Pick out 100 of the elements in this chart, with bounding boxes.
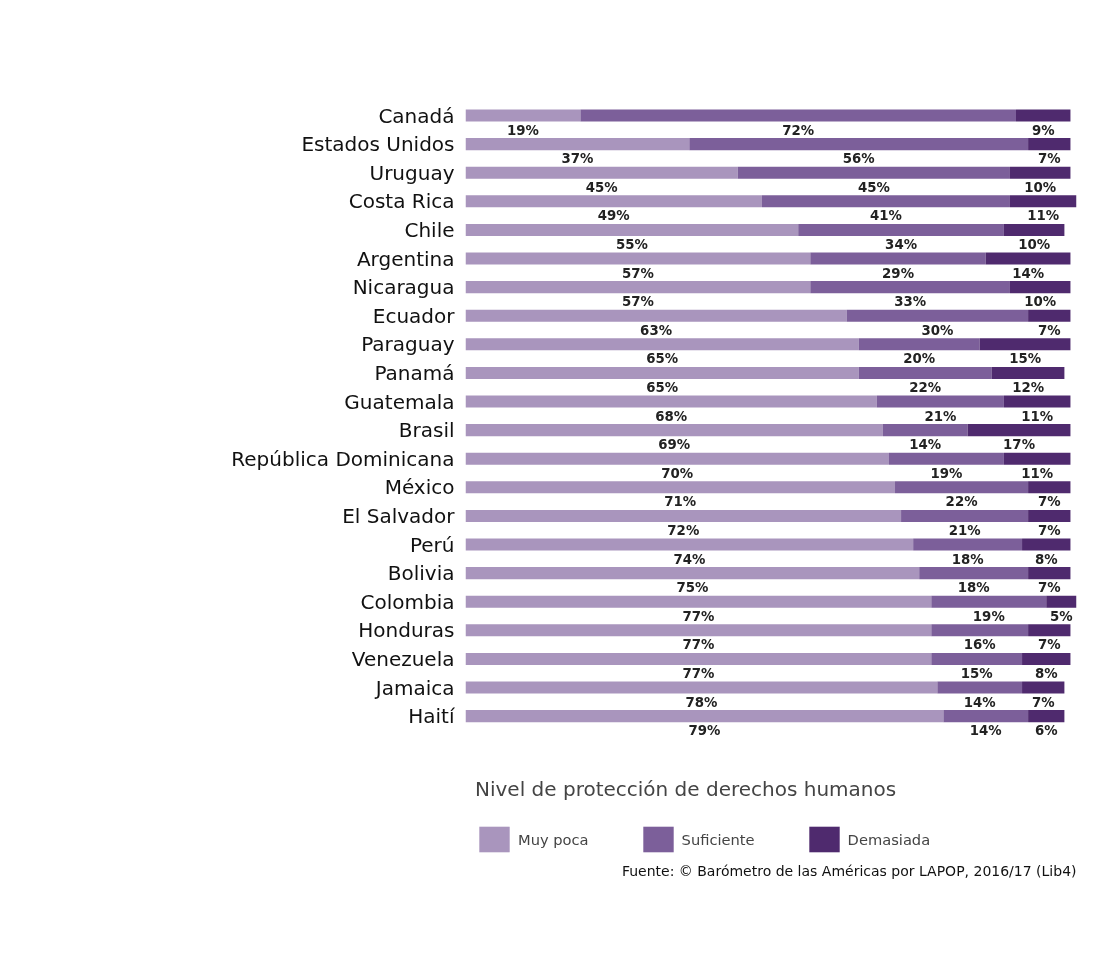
y-tick-label: Brasil — [398, 418, 455, 443]
data-label: 19% — [930, 465, 963, 481]
bar — [798, 223, 1004, 236]
bar — [465, 652, 932, 665]
bar — [901, 509, 1029, 522]
data-label: 34% — [885, 237, 918, 253]
data-label: 22% — [945, 494, 978, 510]
bar — [1028, 138, 1071, 151]
data-label: 9% — [1031, 122, 1055, 138]
data-label: 30% — [921, 322, 954, 338]
y-tick-label: Colombia — [360, 589, 455, 614]
bar — [937, 681, 1023, 694]
data-label: 77% — [682, 608, 715, 624]
data-label: 8% — [1034, 666, 1058, 682]
data-label: 41% — [869, 208, 902, 224]
y-tick-label: República Dominicana — [231, 446, 455, 471]
data-label: 74% — [673, 551, 706, 567]
data-label: 12% — [1012, 380, 1045, 396]
legend-title: Nivel de protección de derechos humanos — [475, 777, 898, 801]
y-tick-label: Paraguay — [361, 332, 455, 357]
data-label: 37% — [561, 151, 594, 167]
bar — [846, 309, 1029, 322]
bar — [1009, 166, 1071, 179]
y-tick-label: Venezuela — [351, 646, 455, 671]
data-label: 15% — [960, 666, 993, 682]
y-tick-label: Ecuador — [372, 303, 456, 328]
bar — [979, 338, 1071, 351]
bar — [985, 252, 1071, 265]
data-label: 7% — [1031, 694, 1055, 710]
data-label: 63% — [640, 322, 673, 338]
data-label: 15% — [1009, 351, 1042, 367]
data-label: 16% — [963, 637, 996, 653]
data-label: 8% — [1034, 551, 1058, 567]
data-label: 14% — [963, 694, 996, 710]
y-tick-label: Guatemala — [344, 389, 455, 414]
bar — [1028, 624, 1071, 637]
y-tick-label: Costa Rica — [348, 189, 455, 214]
data-label: 11% — [1021, 465, 1054, 481]
data-label: 21% — [948, 523, 981, 539]
bar — [465, 595, 932, 608]
data-label: 14% — [1012, 265, 1045, 281]
data-label: 19% — [507, 122, 539, 138]
data-label: 71% — [664, 494, 697, 510]
bar — [761, 195, 1010, 208]
bar — [1046, 595, 1077, 608]
y-tick-label: Argentina — [356, 246, 455, 271]
bar — [810, 252, 986, 265]
data-label: 7% — [1037, 151, 1061, 167]
data-label: 22% — [909, 380, 942, 396]
data-label: 33% — [894, 294, 927, 310]
data-label: 75% — [676, 580, 709, 596]
data-label: 78% — [685, 694, 718, 710]
bar — [465, 338, 859, 351]
bar — [465, 366, 859, 379]
data-label: 45% — [857, 179, 890, 195]
legend-label: Muy poca — [518, 830, 589, 848]
data-label: 68% — [655, 408, 688, 424]
bar — [1009, 195, 1077, 208]
bar — [1016, 109, 1071, 122]
bar — [689, 138, 1029, 151]
data-label: 6% — [1034, 723, 1058, 739]
y-tick-label: Panamá — [374, 360, 455, 385]
bar — [465, 509, 902, 522]
data-label: 10% — [1024, 179, 1057, 195]
data-label: 77% — [682, 637, 715, 653]
bar — [931, 652, 1023, 665]
bar — [1022, 681, 1065, 694]
data-label: 11% — [1021, 408, 1054, 424]
bar — [465, 195, 762, 208]
y-tick-label: Chile — [404, 217, 455, 242]
data-label: 65% — [646, 351, 679, 367]
data-label: 55% — [615, 237, 648, 253]
data-label: 7% — [1037, 523, 1061, 539]
bar — [465, 681, 938, 694]
y-tick-label: Estados Unidos — [301, 132, 455, 157]
data-label: 7% — [1037, 494, 1061, 510]
data-label: 72% — [782, 122, 815, 138]
bar — [888, 452, 1004, 465]
data-label: 79% — [688, 723, 721, 739]
bar — [465, 567, 920, 580]
bar — [919, 567, 1029, 580]
data-label: 19% — [972, 608, 1005, 624]
y-tick-label: Haití — [408, 704, 456, 729]
data-label: 49% — [597, 208, 630, 224]
bar — [876, 395, 1004, 408]
bar — [1003, 223, 1065, 236]
bar — [1028, 481, 1071, 494]
bar — [465, 252, 811, 265]
bar — [1028, 509, 1071, 522]
data-label: 69% — [658, 437, 691, 453]
bar — [465, 281, 811, 294]
bar — [465, 309, 847, 322]
bar — [465, 138, 690, 151]
data-label: 7% — [1037, 580, 1061, 596]
bar — [1022, 652, 1071, 665]
bar — [465, 624, 932, 637]
data-label: 17% — [1003, 437, 1035, 453]
data-label: 10% — [1024, 294, 1057, 310]
data-label: 7% — [1037, 322, 1061, 338]
data-label: 18% — [957, 580, 990, 596]
